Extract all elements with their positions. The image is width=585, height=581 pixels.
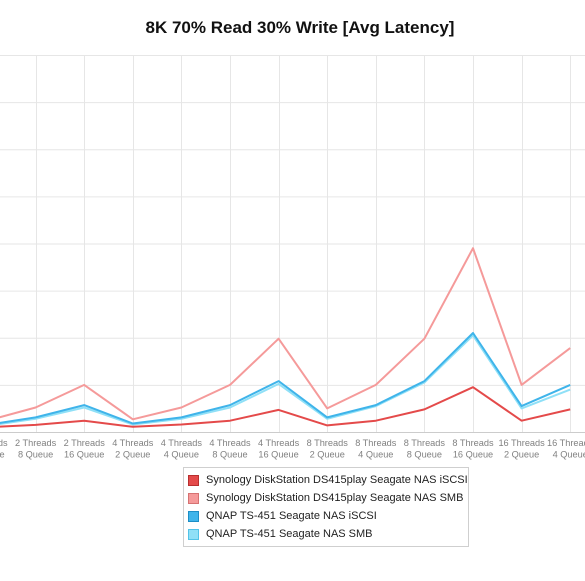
legend-item[interactable]: Synology DiskStation DS415play Seagate N… — [188, 489, 468, 507]
series-line-1 — [0, 386, 571, 428]
x-tick-label: 8 Threads 16 Queue — [452, 438, 494, 460]
legend-item[interactable]: QNAP TS-451 Seagate NAS SMB — [188, 525, 468, 543]
series-line-4 — [0, 334, 571, 426]
x-tick-label: 4 Threads 4 Queue — [161, 438, 203, 460]
legend-label: Synology DiskStation DS415play Seagate N… — [206, 492, 464, 504]
legend-swatch — [188, 528, 199, 540]
chart-legend: Synology DiskStation DS415play Seagate N… — [183, 467, 469, 547]
x-tick-label: 2 Threads 8 Queue — [15, 438, 57, 460]
x-tick-label: 16 Threads 2 Queue — [498, 438, 545, 460]
x-tick-label: 8 Threads 8 Queue — [404, 438, 446, 460]
legend-label: QNAP TS-451 Seagate NAS iSCSI — [206, 510, 377, 522]
chart-title: 8K 70% Read 30% Write [Avg Latency] — [145, 18, 455, 37]
legend-item[interactable]: QNAP TS-451 Seagate NAS iSCSI — [188, 507, 468, 525]
legend-swatch — [188, 510, 199, 522]
x-tick-label: 8 Threads 2 Queue — [307, 438, 349, 460]
legend-label: Synology DiskStation DS415play Seagate N… — [206, 474, 468, 486]
legend-item[interactable]: Synology DiskStation DS415play Seagate N… — [188, 471, 468, 489]
x-tick-label: 4 Threads 8 Queue — [209, 438, 251, 460]
legend-swatch — [188, 474, 199, 486]
x-tick-label: 4 Threads 16 Queue — [258, 438, 300, 460]
legend-label: QNAP TS-451 Seagate NAS SMB — [206, 528, 373, 540]
x-tick-label: 8 Threads 4 Queue — [355, 438, 397, 460]
legend-swatch — [188, 492, 199, 504]
x-tick-label: 2 Threads 16 Queue — [64, 438, 106, 460]
series-line-2 — [0, 247, 571, 421]
x-tick-label: 4 Threads 2 Queue — [112, 438, 154, 460]
series-line-3 — [0, 332, 571, 425]
